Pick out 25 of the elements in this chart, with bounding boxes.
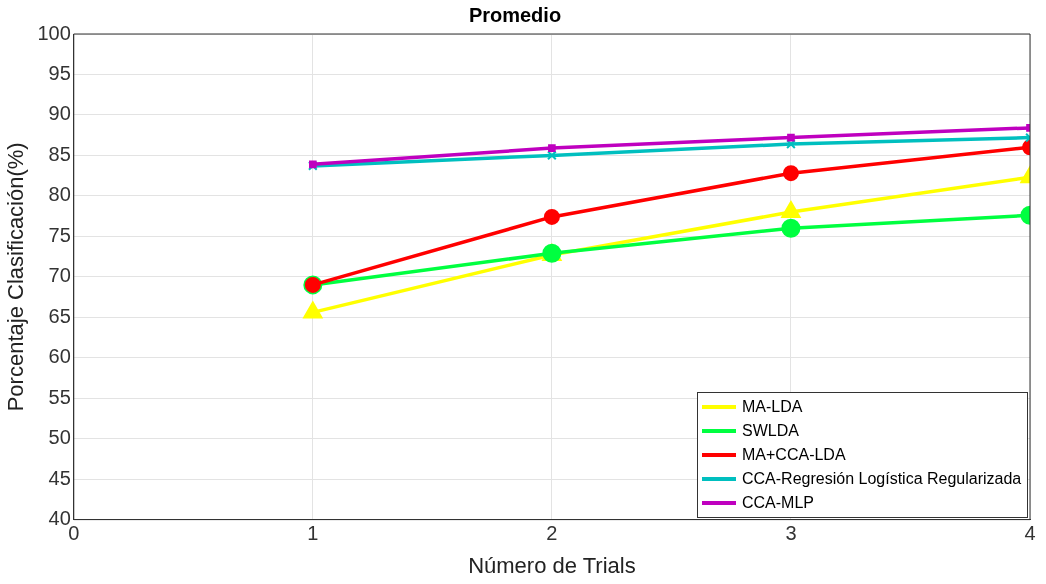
- y-tick-label: 100: [37, 21, 71, 44]
- y-tick-label: 90: [48, 102, 71, 125]
- x-tick-label: 2: [546, 522, 558, 545]
- x-tick-label: 1: [307, 522, 319, 545]
- y-tick-label: 75: [48, 223, 71, 246]
- y-tick-label: 55: [48, 385, 71, 408]
- chart-title: Promedio: [468, 3, 562, 26]
- x-axis-title: Número de Trials: [468, 552, 636, 578]
- y-tick-label: 70: [48, 264, 71, 287]
- y-axis-title: Porcentaje Clasificación(%): [3, 142, 29, 412]
- y-tick-label: 50: [48, 426, 71, 449]
- legend-label: MA+CCA-LDA: [742, 444, 846, 465]
- x-tick-label: 4: [1024, 522, 1036, 545]
- legend-label: CCA-MLP: [742, 492, 815, 513]
- y-tick-label: 85: [48, 142, 71, 165]
- y-tick-label: 95: [48, 61, 71, 84]
- legend-label: SWLDA: [742, 420, 799, 441]
- y-tick-label: 45: [48, 466, 71, 489]
- y-tick-label: 80: [48, 183, 71, 206]
- y-tick-label: 65: [48, 304, 71, 327]
- legend-label: MA-LDA: [742, 396, 803, 417]
- x-tick-label: 0: [68, 522, 80, 545]
- x-tick-label: 3: [785, 522, 797, 545]
- y-tick-label: 60: [48, 345, 71, 368]
- legend-label: CCA-Regresión Logística Regularizada: [742, 468, 1022, 489]
